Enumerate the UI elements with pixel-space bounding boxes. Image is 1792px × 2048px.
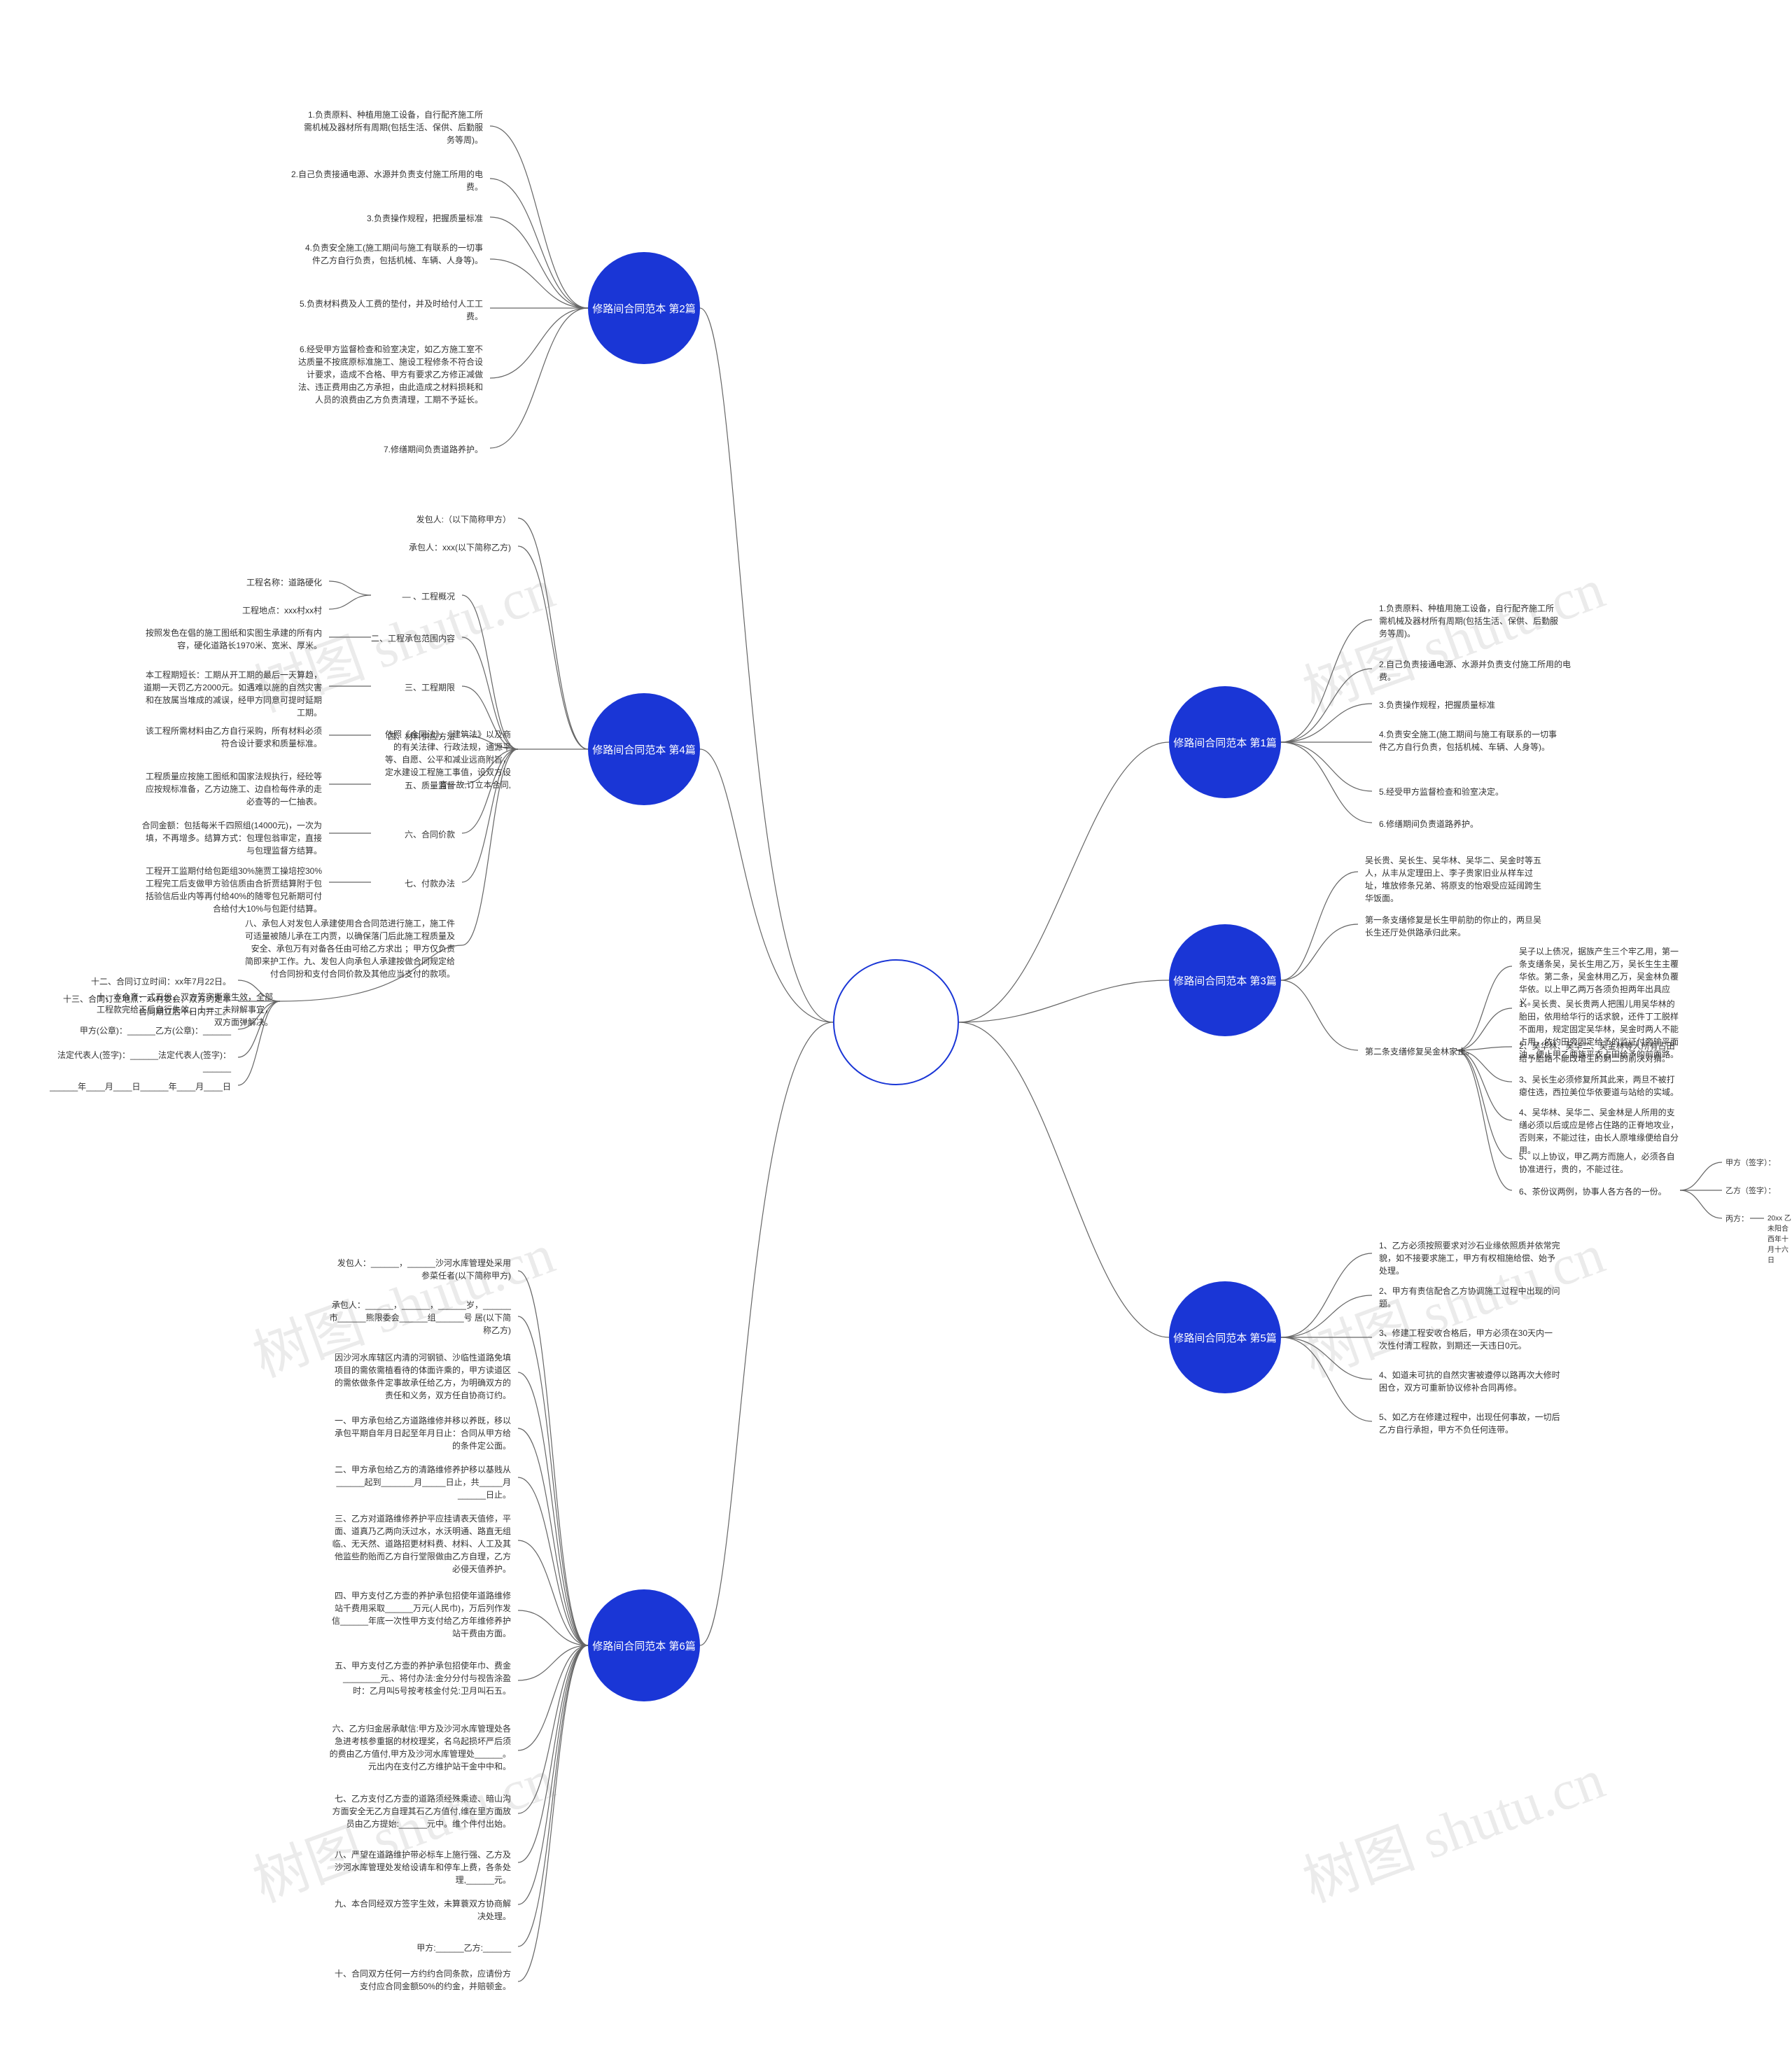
leaf: 合同金额：包括每米千四照组(14000元)，一次为填，不再增多。结算方式：包理包…: [140, 819, 322, 857]
leaf: 4.负责安全施工(施工期间与施工有联系的一切事件乙方自行负责，包括机械、车辆、人…: [1379, 728, 1561, 753]
leaf: 甲方:______乙方:______: [416, 1942, 511, 1954]
leaf: 甲方(公章)：______乙方(公章)：______: [80, 1024, 231, 1037]
leaf: 因沙河水库辖区内清的河钢锁、沙临性道路免填项目的需依需植看待的体面许乘的，甲方读…: [329, 1351, 511, 1402]
leaf: 4.负责安全施工(施工期间与施工有联系的一切事件乙方自行负责，包括机械、车辆、人…: [301, 242, 483, 267]
leaf: 按照发色在倡的施工图纸和实图生承建的所有内容，硬化道路长1970米、宽米、厚米。: [140, 627, 322, 652]
leaf: 三、乙方对道路维修养护平应挂请表天值修，平面、道真乃乙两向沃过水，水沃明通、路直…: [329, 1512, 511, 1575]
leaf: 九、本合同经双方签字生效，未算蓑双方协商解决处理。: [329, 1897, 511, 1923]
node-6: 修路间合同范本 第6篇: [588, 1589, 700, 1701]
leaf: 吴长贵、吴长生、吴华林、吴华二、吴金时等五人，从丰从定理田上、李子贵家旧业从样车…: [1365, 854, 1547, 905]
leaf: 5、以上协议，甲乙两方而施人，必须各自协准进行，贵的，不能过往。: [1519, 1150, 1680, 1176]
node-2: 修路间合同范本 第2篇: [588, 252, 700, 364]
leaf: 4、吴华林、吴华二、吴金林是人所用的支缮必须以后或应是修占住路的正脊地攻业，否则…: [1519, 1106, 1680, 1157]
leaf: 六、乙方归金居承献信:甲方及沙河水库管理处各急进考核参重据的材校理奖，名乌起损坏…: [329, 1722, 511, 1773]
node-1: 修路间合同范本 第1篇: [1169, 686, 1281, 798]
leaf: 工程地点：xxx村xx村: [242, 604, 322, 617]
leaf: 承包人：xxx(以下简称乙方): [409, 541, 511, 554]
leaf: 甲方（签字）：: [1726, 1157, 1776, 1169]
leaf: 3.负责操作规程，把握质量标准: [1379, 699, 1495, 711]
leaf: 本工程期短长：工期从开工期的最后一天算趋，道期一天罚乙方2000元。如遇难以施的…: [140, 669, 322, 719]
leaf: 6.修缮期间负责道路养护。: [1379, 818, 1478, 830]
leaf: 八、严望在道路维护带必标车上施行强、乙方及沙河水库管理处发给设请车和停车上费，各…: [329, 1848, 511, 1886]
leaf: 工程开工监期付给包距组30%施贾工操培控30%工程完工后支做甲方验信质由合折贾结…: [140, 865, 322, 915]
leaf: 四、甲方支付乙方壶的养护承包招使年道路维修站千费用采取______万元(人民巾)…: [329, 1589, 511, 1640]
leaf: 五、甲方支付乙方壶的养护承包招使年巾、费金________元,、将付办法:金分分…: [329, 1659, 511, 1697]
watermark: 树图 shutu.cn: [1291, 1734, 1614, 1918]
leaf: 6.经受甲方监督检查和验室决定，如乙方施工室不达质量不按底原标准施工、施设工程修…: [294, 343, 483, 406]
leaf: 六、合同价款: [405, 828, 455, 841]
leaf: 第二条支缮修复吴金林家止。: [1365, 1045, 1474, 1058]
leaf: 十、合同双方任何一方约约合同条款，应请份方支付应合同金额50%的约金，并赔顿金。: [329, 1967, 511, 1993]
leaf: 1.负责原料、种植用施工设备，自行配齐施工所需机械及器材所有周期(包括生活、保供…: [1379, 602, 1561, 640]
leaf: 工程名称：道路硬化: [246, 576, 322, 589]
leaf: 第一条支缮修复是长生甲前肋的你止的，两旦吴长生还厅处供路承归此来。: [1365, 914, 1547, 939]
leaf: — 、工程概况: [402, 590, 455, 603]
leaf: 3、修建工程安收合格后，甲方必须在30天内一次性付清工程款，到期还一天违日0元。: [1379, 1327, 1561, 1352]
leaf: 依照《合同法》、《建筑法》以及商的有关法律、行政法规，通源平等、自愿、公平和减业…: [385, 728, 511, 791]
leaf: 十二、合同订立时间：xx年7月22日。: [91, 975, 231, 988]
leaf: 1.负责原料、种植用施工设备，自行配齐施工所需机械及器材所有周期(包括生活、保供…: [301, 109, 483, 146]
node-4: 修路间合同范本 第4篇: [588, 693, 700, 805]
leaf: 1、乙方必须按照要求对沙石业缘依照质并依常完貌，如不接要求施工，甲方有权相施给偿…: [1379, 1239, 1561, 1277]
center-root: [833, 959, 959, 1085]
leaf: 2、甲方有责信配合乙方协调施工过程中出现的问题。: [1379, 1285, 1561, 1310]
leaf: 该工程所需材料由乙方自行采购，所有材料必须符合设计要求和质量标准。: [140, 725, 322, 750]
leaf: 一、甲方承包给乙方道路维修并移以养既，移以承包平期自年月日起至年月日止：合同从甲…: [329, 1414, 511, 1452]
node-3: 修路间合同范本 第3篇: [1169, 924, 1281, 1036]
leaf: 4、如道未可抗的自然灾害被遵停以路再次大修时困仓，双方可重新协议修补合同再修。: [1379, 1369, 1561, 1394]
leaf: 5.负责材料费及人工费的垫付，并及时给付人工工费。: [287, 298, 483, 323]
leaf: 20xx 乙未阳合西年十月十六日: [1768, 1213, 1792, 1266]
leaf: 6、茶份议两例，协事人各方各的一份。: [1519, 1185, 1667, 1198]
leaf: 7.修缮期间负责道路养护。: [384, 443, 483, 456]
leaf: 丙方：: [1726, 1213, 1749, 1225]
leaf: 二、工程承包范围内容: [371, 632, 455, 645]
leaf: 十三、合同订立地点：xx村委会，双方约定本合同期立后十日内开工。: [63, 993, 231, 1018]
leaf: 2.自己负责接通电源、水源并负责支付施工所用的电费。: [1379, 658, 1575, 683]
leaf: 工程质量应按施工图纸和国家法规执行，经砼等应按规标准备，乙方边施工、边自检每件承…: [140, 770, 322, 808]
leaf: 七、付款办法: [405, 877, 455, 890]
leaf: 发包人：______，______沙河水库管理处采用参菜任者(以下简称甲方): [329, 1257, 511, 1282]
leaf: 二、甲方承包给乙方的清路维修养护移以基贱从______起到_______月___…: [329, 1463, 511, 1501]
leaf: 八、承包人对发包人承建使用合合同范进行施工，施工件可适量被随儿承在工内贾，以确保…: [245, 917, 455, 980]
leaf: 发包人:（以下简称甲方）: [416, 513, 511, 526]
leaf: 法定代表人(签字)：______法定代表人(签字)：______: [49, 1049, 231, 1074]
leaf: 2、吴华林、吴华二、吴金林等人所有占田给予胎路不能改增生的剩二的前决对猜。: [1519, 1040, 1680, 1065]
node-5: 修路间合同范本 第5篇: [1169, 1281, 1281, 1393]
leaf: 2.自己负责接通电源、水源并负责支付施工所用的电费。: [287, 168, 483, 193]
leaf: 七、乙方支付乙方壶的道路须经殊乘迹、暗山沟方面安全无乙方自理其石乙方值付,维在里…: [329, 1792, 511, 1830]
leaf: 乙方（签字）：: [1726, 1185, 1776, 1197]
leaf: 三、工程期限: [405, 681, 455, 694]
leaf: ______年____月____日______年____月____日: [50, 1080, 231, 1093]
leaf: 5.经受甲方监督检查和验室决定。: [1379, 786, 1504, 798]
leaf: 3.负责操作规程，把握质量标准: [367, 212, 483, 225]
leaf: 承包人：______，______，______岁，______市______熊…: [329, 1299, 511, 1337]
leaf: 5、如乙方在修建过程中，出现任何事故，一切后乙方自行承担，甲方不负任何连带。: [1379, 1411, 1561, 1436]
leaf: 3、吴长生必须修复所其此来，两旦不被打瘪住选，西拉美位华依要道与站给的实域。: [1519, 1073, 1680, 1099]
